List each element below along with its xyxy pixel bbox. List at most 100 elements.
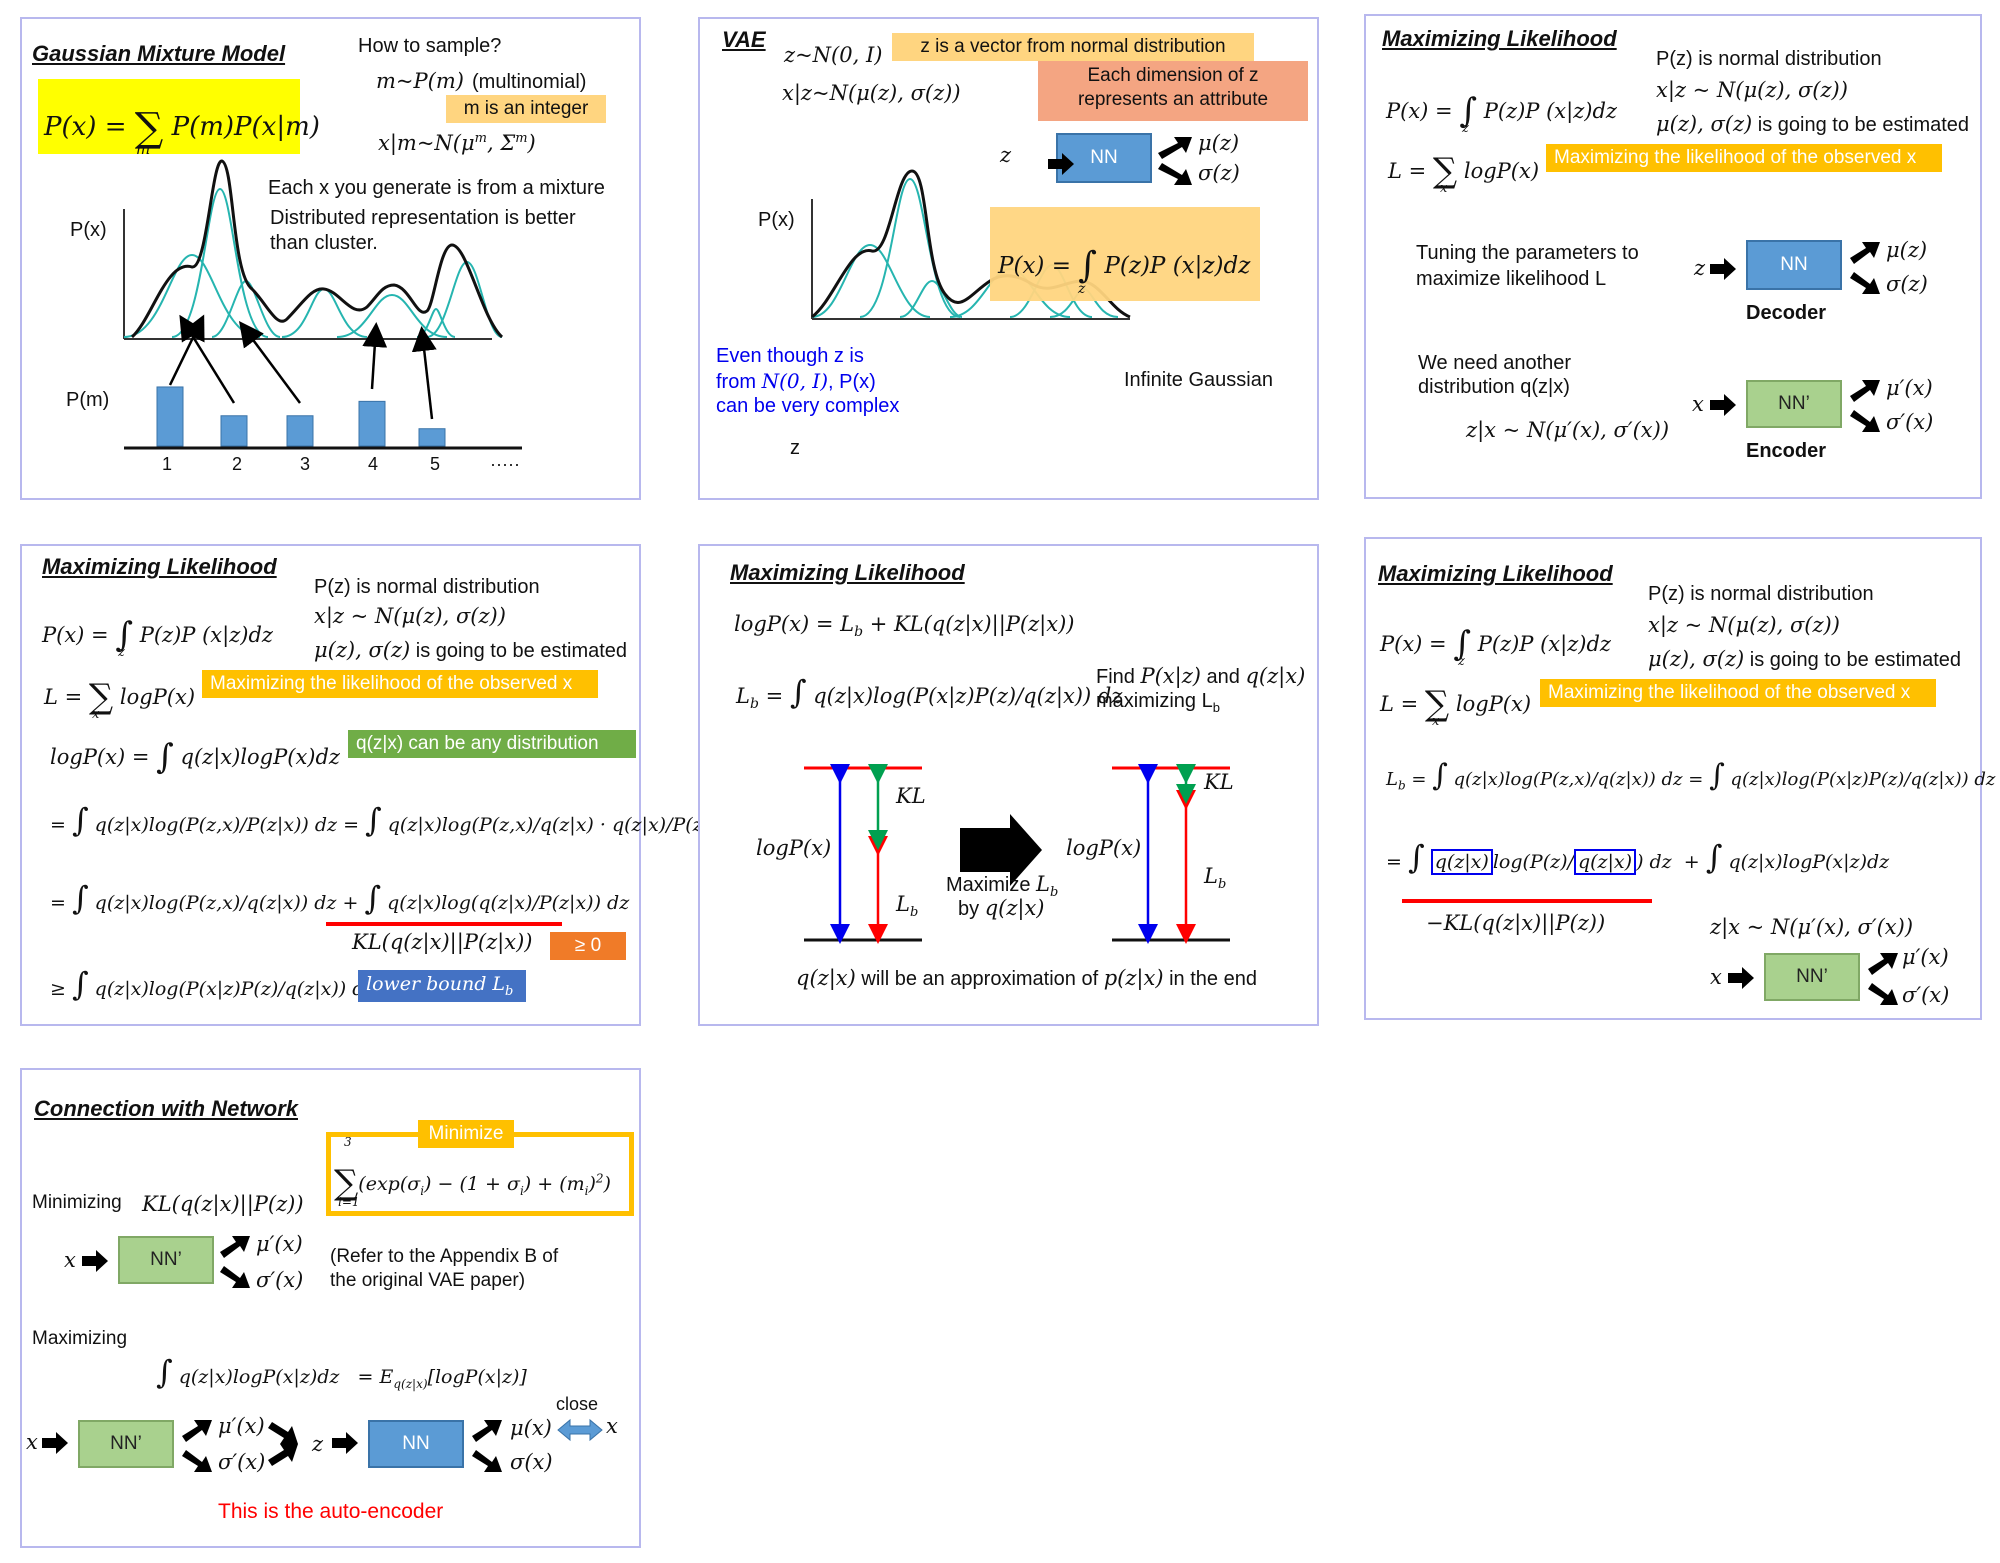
- gauss-component: [123, 253, 261, 338]
- note-mixture: Each x you generate is from a mixture: [268, 177, 605, 199]
- encoder-mu: μ′(x): [1902, 945, 1949, 969]
- px-formula: P(x) = ∫ P(z)P (x|z)dz: [1380, 624, 1611, 664]
- slide-title: Maximizing Likelihood: [42, 554, 277, 579]
- dim-note-2: represents an attribute: [1077, 88, 1269, 110]
- estimate-note: μ(z), σ(z) is going to be estimated: [1656, 112, 1970, 136]
- int-sub-z: z: [1078, 281, 1086, 297]
- px-axis-label: P(x): [70, 219, 107, 241]
- x-sample: x|m~N(μm, Σm): [378, 131, 536, 155]
- chain-mu: μ(x): [510, 1416, 552, 1440]
- arrow-icon: [1710, 394, 1736, 416]
- deriv-eq3: ≥ ∫ q(z|x)log(P(x|z)P(z)/q(z|x)) dz: [50, 965, 375, 1003]
- even-1: Even though z is: [716, 345, 864, 367]
- bar-arrow: [168, 314, 205, 386]
- note-distributed: Distributed representation is better: [270, 207, 576, 229]
- px-formula: P(x) = ∫ P(z)P (x|z)dz: [1386, 91, 1617, 131]
- mu-output: μ(z): [1198, 131, 1240, 155]
- encoder-sigma: σ′(x): [1886, 410, 1934, 434]
- bar-arrow: [179, 314, 236, 404]
- pm-bar: [358, 400, 386, 447]
- refer-1: (Refer to the Appendix B of: [330, 1246, 559, 1267]
- minimize-label: Minimize: [418, 1120, 514, 1148]
- lb-eq: Lb = ∫ q(z|x)log(P(z,x)/q(z|x)) dz = ∫ q…: [1386, 758, 1996, 793]
- approx-note: q(z|x) will be an approximation of p(z|x…: [796, 966, 1257, 990]
- decoder-sigma: σ(z): [1886, 272, 1928, 296]
- arrow-icon: [1868, 953, 1898, 975]
- deriv-eq1: = ∫ q(z|x)log(P(z,x)/P(z|x)) dz = ∫ q(z|…: [50, 801, 763, 839]
- maximize-arrow-icon: [960, 814, 1042, 886]
- bar-arrow: [362, 322, 388, 390]
- chain-z: z: [312, 1432, 324, 1456]
- xz-dist: x|z ~ N(μ(z), σ(z)): [1648, 613, 1840, 637]
- even-2: from N(0, I), P(x): [716, 369, 876, 394]
- autoencoder-note: This is the auto-encoder: [218, 1500, 444, 1523]
- deriv-eq2: = ∫ q(z|x)log(P(z,x)/q(z|x)) dz + ∫ q(z|…: [50, 879, 630, 917]
- tick-1: 1: [162, 454, 173, 474]
- note-cluster: than cluster.: [270, 232, 378, 254]
- pm-bar: [286, 415, 314, 447]
- px-formula-box: [38, 79, 300, 154]
- pz-normal: P(z) is normal distribution: [1648, 583, 1874, 605]
- sum-sub-x: x: [1440, 181, 1448, 196]
- arrow-icon: [1850, 242, 1880, 264]
- encoder-x: x: [1710, 965, 1722, 989]
- mixture-curve: [130, 159, 504, 339]
- encoder-x: x: [1692, 392, 1704, 416]
- slide-title: Maximizing Likelihood: [1382, 26, 1617, 51]
- logpx-left: logP(x): [756, 836, 832, 860]
- encoder-nn: NN’: [118, 1236, 214, 1284]
- tick-4: 4: [368, 454, 379, 474]
- chain-mup: μ′(x): [218, 1414, 265, 1438]
- decoder-nn: NN: [1746, 240, 1842, 290]
- decoder-label: Decoder: [1746, 302, 1827, 324]
- maximizing-label: Maximizing: [32, 1328, 128, 1349]
- multinomial-label: (multinomial): [472, 71, 587, 93]
- pm-bar: [156, 386, 184, 447]
- z-dist: z~N(0, I): [784, 43, 883, 67]
- px-formula-box: [990, 207, 1260, 301]
- px-axis-label: P(x): [758, 209, 795, 231]
- estimate-note: μ(z), σ(z) is going to be estimated: [1648, 647, 1962, 671]
- ml1-arrows: [1710, 242, 1880, 432]
- tick-5: 5: [430, 454, 441, 474]
- arrow-icon: [1728, 967, 1754, 989]
- slide-title: Maximizing Likelihood: [730, 560, 965, 585]
- refer-2: the original VAE paper): [330, 1270, 526, 1291]
- kl-term: KL(q(z|x)||P(z|x)): [352, 930, 533, 954]
- lower-bound-highlight: lower bound Lb: [358, 970, 526, 1002]
- int-sub-z: z: [1462, 121, 1469, 136]
- kl-min: KL(q(z|x)||P(z)): [142, 1192, 304, 1216]
- pz-normal: P(z) is normal distribution: [1656, 48, 1882, 70]
- m-integer-highlight: m is an integer: [446, 95, 606, 123]
- kl-underline: [326, 922, 562, 926]
- arrow-icon: [182, 1420, 212, 1442]
- connection-arrows: [42, 1236, 603, 1472]
- max-note-highlight: Maximizing the likelihood of the observe…: [202, 670, 598, 698]
- arrow-icon: [472, 1420, 502, 1442]
- chain-x-out: x: [606, 1414, 618, 1438]
- maximize-2: by q(z|x): [958, 896, 1045, 920]
- pm-bar: [220, 415, 248, 447]
- arrow-icon: [268, 1422, 298, 1444]
- max-note-highlight: Maximizing the likelihood of the observe…: [1540, 679, 1936, 707]
- decoder-z: z: [1694, 256, 1706, 280]
- arrow-icon: [220, 1266, 250, 1288]
- arrow-icon: [182, 1450, 212, 1472]
- minimizing-label: Minimizing: [32, 1192, 122, 1213]
- tuning-2: maximize likelihood L: [1416, 268, 1607, 290]
- enc-x: x: [64, 1248, 76, 1272]
- slide-title: Connection with Network: [34, 1096, 298, 1121]
- int-sub-z: z: [1458, 654, 1465, 669]
- minimize-formula: ∑(exp(σi) − (1 + σi) + (mi)2): [334, 1163, 611, 1203]
- int-sub-z: z: [118, 645, 125, 660]
- lb-right: Lb: [1204, 864, 1227, 893]
- ge0-highlight: ≥ 0: [550, 932, 626, 960]
- slide-ml-3: Maximizing Likelihood logP(x) = Lb + KL(…: [698, 544, 1319, 1026]
- chain-sigmap: σ′(x): [218, 1450, 266, 1474]
- arrow-icon: [1868, 983, 1898, 1005]
- encoder-nn: NN’: [1764, 953, 1860, 1001]
- tick-more: ·····: [490, 454, 520, 474]
- close-double-arrow-icon: [557, 1418, 603, 1442]
- pm-axis-label: P(m): [66, 389, 110, 411]
- how-to-sample: How to sample?: [358, 35, 502, 57]
